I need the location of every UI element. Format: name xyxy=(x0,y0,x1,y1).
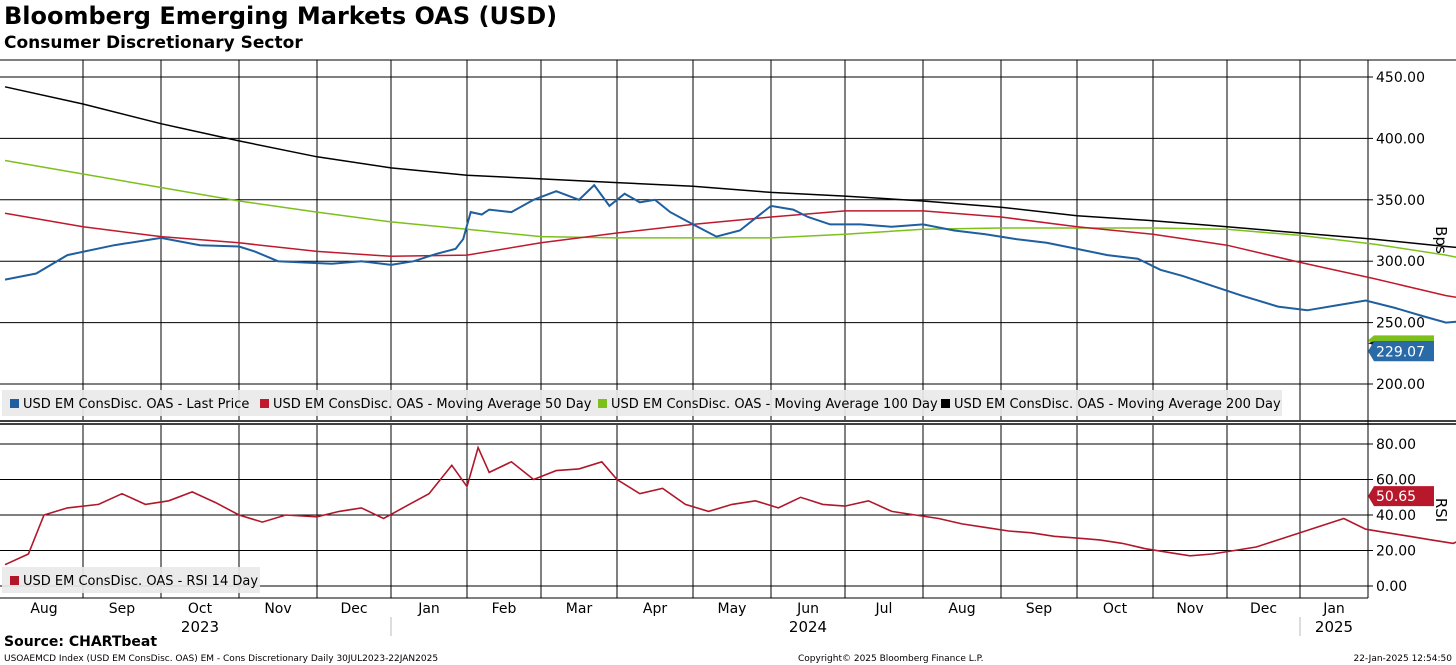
upper-ytick-label: 400.00 xyxy=(1376,131,1425,147)
upper-ytick-label: 300.00 xyxy=(1376,254,1425,270)
legend-item-label: USD EM ConsDisc. OAS - Last Price xyxy=(23,397,249,412)
upper-ylabel: Bps xyxy=(1432,226,1450,254)
chart-subtitle: Consumer Discretionary Sector xyxy=(4,33,303,53)
grid-layer xyxy=(0,59,1456,599)
series-line-last-price xyxy=(4,183,1456,324)
series-line-ma100 xyxy=(4,159,1456,258)
legend-swatch xyxy=(10,399,19,408)
x-year-label: 2025 xyxy=(1315,618,1353,636)
x-month-label: Dec xyxy=(1250,601,1277,617)
x-month-label: Dec xyxy=(340,601,367,617)
x-month-label: Jun xyxy=(796,601,819,617)
copyright: Copyright© 2025 Bloomberg Finance L.P. xyxy=(798,654,984,664)
tag-last-price-text: 229.07 xyxy=(1376,344,1425,360)
x-month-label: Nov xyxy=(1176,601,1203,617)
legend-item-label: USD EM ConsDisc. OAS - Moving Average 20… xyxy=(954,397,1281,412)
x-month-label: Oct xyxy=(1103,601,1128,617)
lower-ylabel: RSI xyxy=(1432,498,1450,522)
series-line-ma200 xyxy=(4,86,1456,249)
tag-rsi-bg xyxy=(1368,486,1434,507)
upper-ytick-label: 250.00 xyxy=(1376,316,1425,332)
legend-upper-bg xyxy=(2,390,1282,416)
axis-layer: 450.00 400.00 350.00 300.00 250.00 200.00 80.0… xyxy=(30,70,1450,636)
legend-item-label: USD EM ConsDisc. OAS - Moving Average 10… xyxy=(611,397,938,412)
lower-ytick-label: 80.00 xyxy=(1376,437,1416,453)
legend-lower-bg xyxy=(2,567,260,593)
x-month-label: Mar xyxy=(566,601,593,617)
x-month-label: Nov xyxy=(264,601,291,617)
tag-rsi-text: 50.65 xyxy=(1376,489,1416,505)
legend-layer: USD EM ConsDisc. OAS - Last Price USD EM … xyxy=(2,390,1282,593)
x-year-label: 2023 xyxy=(181,618,219,636)
x-month-label: Sep xyxy=(109,601,136,617)
upper-ytick-label: 350.00 xyxy=(1376,193,1425,209)
legend-swatch xyxy=(260,399,269,408)
timestamp: 22-Jan-2025 12:54:50 xyxy=(1353,654,1452,664)
x-month-label: Apr xyxy=(643,601,667,617)
lower-ytick-label: 20.00 xyxy=(1376,544,1416,560)
series-line-rsi xyxy=(4,445,1456,566)
x-month-label: Aug xyxy=(30,601,57,617)
x-month-label: Sep xyxy=(1026,601,1053,617)
chart-title: Bloomberg Emerging Markets OAS (USD) xyxy=(4,2,558,30)
series-line-ma50 xyxy=(4,210,1456,299)
tag-rsi: 50.65 xyxy=(1368,486,1434,507)
x-month-label: Feb xyxy=(492,601,517,617)
lower-ytick-label: 40.00 xyxy=(1376,508,1416,524)
x-month-label: Jul xyxy=(875,601,893,617)
source-label: Source: CHARTbeat xyxy=(4,634,158,650)
legend-item-label: USD EM ConsDisc. OAS - Moving Average 50… xyxy=(273,397,592,412)
upper-ytick-label: 200.00 xyxy=(1376,377,1425,393)
x-month-label: Jan xyxy=(1322,601,1345,617)
legend-item-label: USD EM ConsDisc. OAS - RSI 14 Day xyxy=(23,574,258,589)
x-month-label: May xyxy=(718,601,747,617)
x-year-label: 2024 xyxy=(789,618,827,636)
lower-ytick-label: 60.00 xyxy=(1376,473,1416,489)
series-layer xyxy=(4,86,1456,566)
legend-swatch xyxy=(10,576,19,585)
x-month-label: Aug xyxy=(948,601,975,617)
lower-ytick-label: 0.00 xyxy=(1376,579,1407,595)
x-month-label: Jan xyxy=(417,601,440,617)
legend-swatch xyxy=(598,399,607,408)
index-info: USOAEMCD Index (USD EM ConsDisc. OAS) EM… xyxy=(4,654,439,664)
legend-lower: USD EM ConsDisc. OAS - RSI 14 Day xyxy=(2,567,260,593)
legend-swatch xyxy=(941,399,950,408)
tag-last-price-bg xyxy=(1368,341,1434,362)
tag-last-price: 229.07 xyxy=(1368,341,1434,362)
legend-upper: USD EM ConsDisc. OAS - Last Price USD EM … xyxy=(2,390,1282,416)
x-month-label: Oct xyxy=(188,601,213,617)
upper-ytick-label: 450.00 xyxy=(1376,70,1425,86)
